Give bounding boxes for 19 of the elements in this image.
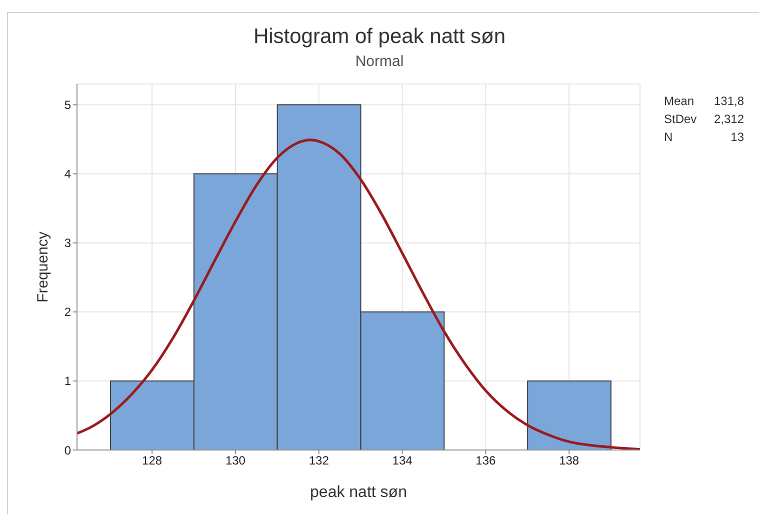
x-tick-label: 130 [225, 454, 246, 468]
y-tick-label: 3 [64, 236, 72, 250]
x-tick-label: 132 [308, 454, 330, 468]
chart-title: Histogram of peak natt søn [252, 25, 507, 49]
y-tick-label: 1 [64, 374, 72, 388]
x-tick-label: 134 [392, 454, 413, 468]
text: Mean 131,8 [664, 94, 744, 108]
y-tick-label: 2 [64, 305, 72, 320]
chart-subtitle: Normal [354, 53, 405, 70]
x-tick-label: 128 [142, 454, 162, 468]
x-tick-label: 138 [559, 454, 580, 468]
y-tick-label: 5 [64, 98, 72, 112]
x-axis-title: peak natt søn [310, 484, 407, 501]
y-tick-label: 0 [64, 443, 72, 458]
x-tick-label: 136 [476, 454, 496, 468]
text: StDev 2,312 [664, 112, 744, 126]
y-tick-label: 4 [64, 167, 72, 182]
y-axis-title: Frequency [34, 231, 52, 302]
text: N 13 [664, 130, 744, 144]
